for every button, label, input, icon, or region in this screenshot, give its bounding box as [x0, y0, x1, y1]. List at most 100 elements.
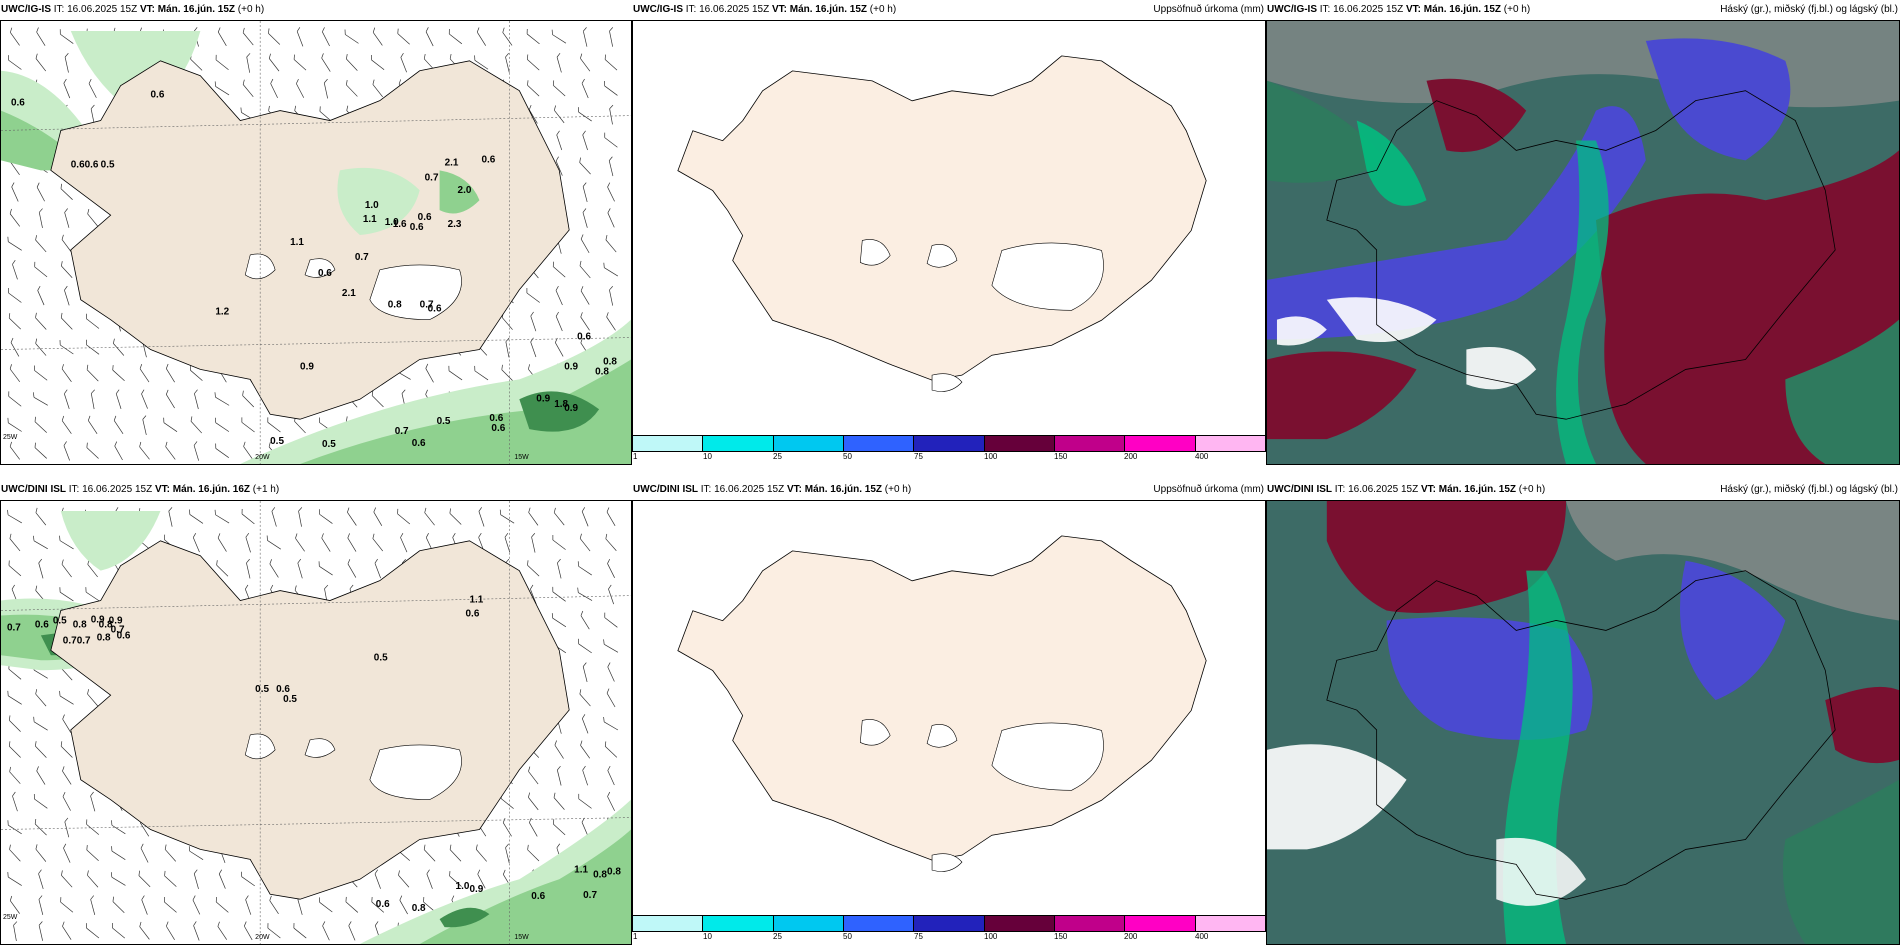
wind-barb-icon [35, 844, 47, 862]
precip-value-label: 0.9 [109, 615, 123, 626]
wind-barb-icon [86, 923, 100, 939]
wind-barb-icon [449, 844, 462, 862]
wind-barb-icon [217, 533, 227, 552]
wind-barb-icon [293, 54, 307, 71]
wind-barb-icon [62, 791, 71, 811]
precip-area-north [60, 510, 161, 571]
precip-value-label: 0.6 [410, 222, 424, 233]
wind-barb-icon [86, 845, 99, 862]
colorbar-swatch [703, 436, 774, 451]
wind-barb-icon [112, 923, 126, 939]
wind-barb-icon [241, 508, 255, 525]
wind-barb-icon [188, 846, 204, 860]
wind-barb-icon [36, 182, 45, 202]
wind-barb-icon [62, 714, 72, 733]
wind-barb-icon [192, 532, 200, 553]
vt-label: VT: Mán. 16.jún. 15Z [786, 484, 882, 495]
wind-barb-icon [87, 415, 98, 435]
wind-barb-icon [398, 870, 410, 888]
cloud-mid-blue-north [1645, 38, 1791, 161]
colorbar-tick: 25 [773, 932, 782, 941]
wind-barb-icon [12, 260, 18, 280]
precip-value-label: 0.7 [425, 172, 439, 183]
colorbar-swatch [984, 436, 1055, 451]
precip-value-label: 0.7 [63, 635, 77, 646]
wind-barb-icon [609, 285, 614, 306]
precip-value-label: 1.1 [470, 595, 484, 606]
wind-barb-icon [528, 766, 539, 785]
wind-barb-icon [578, 107, 592, 122]
panel-title-right: Uppsöfnuð úrkoma (mm) [1153, 4, 1264, 15]
wind-barb-icon [214, 509, 230, 524]
colorbar-tick: 150 [1054, 932, 1068, 941]
wind-barb-icon [448, 365, 463, 381]
panel-title-right: Háský (gr.), miðský (fj.bl.) og lágský (… [1720, 484, 1898, 495]
model-label: UWC/DINI ISL [1267, 484, 1332, 495]
precip-value-label: 0.9 [91, 614, 105, 625]
wind-barb-icon [33, 392, 48, 406]
colorbar-swatch [773, 436, 844, 451]
wind-barb-icon [9, 441, 21, 460]
wind-barb-icon [478, 507, 485, 527]
model-label: UWC/IG-IS [633, 4, 683, 15]
wind-barb-icon [424, 507, 435, 526]
wind-barb-icon [8, 288, 22, 303]
wind-barb-icon [527, 844, 540, 862]
wind-barb-icon [241, 417, 255, 433]
colorbar-tick: 50 [843, 452, 852, 461]
panel-header: UWC/DINI ISL IT: 16.06.2025 15Z VT: Mán.… [0, 480, 632, 500]
wind-barb-icon [580, 740, 591, 759]
wind-barb-icon [578, 793, 592, 809]
axis-label-25w: 25W [3, 434, 18, 441]
wind-barb-icon [34, 365, 48, 381]
panel-clouds-dini: UWC/DINI ISL IT: 16.06.2025 15Z VT: Mán.… [1266, 480, 1900, 945]
wind-barb-icon [215, 443, 230, 458]
wind-barb-icon [604, 132, 618, 148]
it-label: IT: 16.06.2025 15Z [1334, 484, 1419, 495]
wind-barb-icon [527, 54, 540, 71]
wind-barb-icon [319, 897, 333, 913]
wind-barb-icon [607, 765, 615, 786]
wind-barb-icon [580, 286, 590, 305]
map-clouds [1267, 501, 1899, 944]
precip-value-label: 0.7 [583, 890, 597, 901]
it-label: IT: 16.06.2025 15Z [700, 484, 785, 495]
wind-barb-icon [142, 415, 147, 436]
wind-barb-icon [582, 662, 588, 683]
precip-value-label: 0.6 [481, 154, 495, 165]
precip-value-label: 1.8 [554, 399, 568, 410]
wind-barb-icon [38, 208, 43, 228]
wind-barb-icon [579, 533, 591, 552]
wind-barb-icon [449, 508, 462, 525]
wind-barb-icon [64, 208, 70, 228]
wind-barb-icon [505, 843, 510, 864]
wind-barb-icon [11, 182, 19, 202]
wind-barb-icon [606, 688, 616, 708]
wind-barb-icon [553, 105, 565, 124]
wind-barb-icon [268, 28, 281, 45]
wind-barb-icon [609, 27, 614, 47]
wind-barb-icon [216, 560, 229, 577]
wind-barb-icon [64, 389, 70, 409]
wind-barb-icon [448, 29, 463, 45]
wind-barb-icon [7, 690, 22, 705]
wind-barb-icon [217, 921, 228, 940]
precip-value-label: 1.0 [365, 200, 379, 211]
precip-values: 0.60.60.60.6 0.5 2.1 0.60.72.01.01.1 1.01.6 0… [11, 90, 617, 450]
wind-barb-icon [242, 79, 254, 98]
wind-barb-icon [8, 55, 22, 70]
precip-value-label: 0.5 [374, 652, 388, 663]
wind-barb-icon [87, 689, 99, 707]
it-label: IT: 16.06.2025 15Z [68, 484, 153, 495]
precip-area-south-mid [419, 829, 631, 944]
wind-barb-icon [38, 558, 44, 579]
panel-title-right: Uppsöfnuð úrkoma (mm) [1153, 484, 1264, 495]
wind-barb-icon [90, 104, 95, 125]
precip-value-label: 0.6 [577, 332, 591, 343]
wind-barb-icon [86, 819, 100, 835]
wind-barb-icon [604, 612, 618, 628]
wind-barb-icon [555, 285, 563, 306]
colorbar-tick: 10 [703, 932, 712, 941]
wind-barb-icon [397, 28, 410, 45]
wind-barb-icon [556, 52, 562, 73]
